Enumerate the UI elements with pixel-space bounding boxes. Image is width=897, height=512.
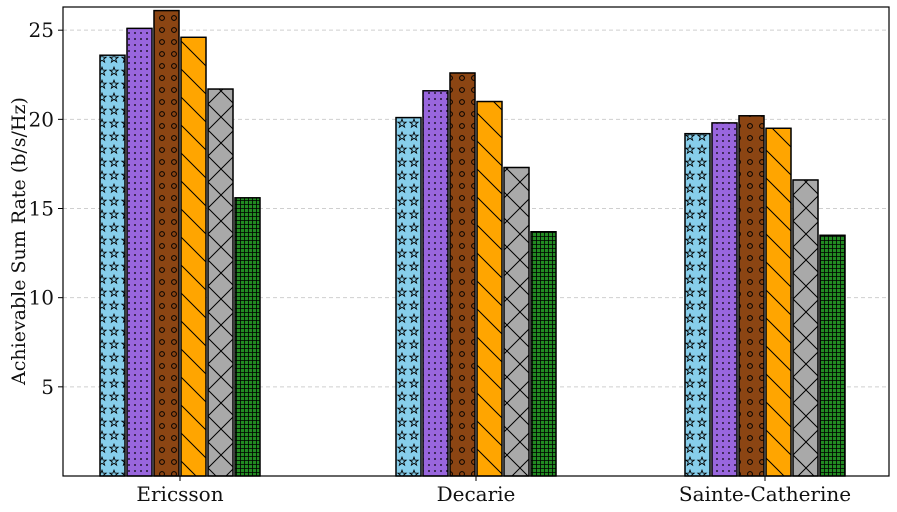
y-tick-label: 10 [29, 286, 54, 310]
x-tick-label: Decarie [437, 482, 516, 506]
bar-pattern [765, 127, 792, 477]
bar-pattern [711, 122, 738, 477]
bar-pattern [99, 54, 126, 477]
y-axis-ticks: 5 10 15 20 25 [29, 18, 63, 399]
y-tick-label: 15 [29, 197, 54, 221]
bar-pattern [449, 72, 476, 477]
bar-pattern [207, 88, 234, 477]
bars [99, 9, 846, 477]
x-tick-label: Sainte-Catherine [679, 482, 851, 506]
bar-pattern [180, 36, 207, 477]
bar-pattern [530, 231, 557, 477]
x-tick-label: Ericsson [136, 482, 223, 506]
y-tick-label: 20 [29, 107, 54, 131]
bar-pattern [126, 27, 153, 477]
bar-pattern [153, 9, 180, 477]
bar-pattern [792, 179, 819, 477]
bar-pattern [503, 166, 530, 477]
y-tick-label: 25 [29, 18, 54, 42]
bar-pattern [476, 100, 503, 477]
y-tick-label: 5 [41, 375, 54, 399]
bar-pattern [738, 115, 765, 477]
bar-pattern [395, 116, 422, 477]
x-axis-ticks: Ericsson Decarie Sainte-Catherine [136, 476, 851, 506]
bar-pattern [684, 132, 711, 477]
y-axis-label: Achievable Sum Rate (b/s/Hz) [8, 97, 30, 386]
bar-pattern [819, 234, 846, 477]
bar-pattern [234, 197, 261, 477]
bar-pattern [422, 90, 449, 477]
